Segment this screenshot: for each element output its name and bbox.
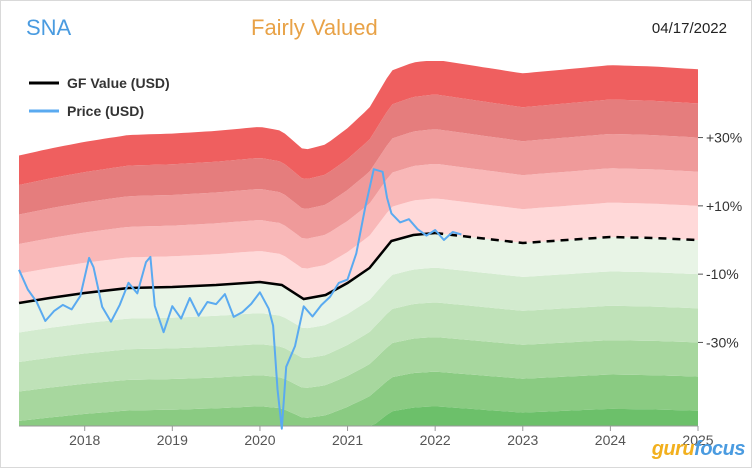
legend: GF Value (USD) Price (USD) xyxy=(29,75,170,119)
band--10-to-0 xyxy=(19,233,698,333)
valuation-bands xyxy=(19,61,698,426)
band--20-to--10 xyxy=(19,267,698,362)
price-line xyxy=(18,168,462,430)
band-10-to-20 xyxy=(19,164,698,274)
as-of-date: 04/17/2022 xyxy=(651,20,727,37)
band-label-30: +30% xyxy=(706,130,742,146)
band-20-to-30 xyxy=(19,129,698,244)
legend-label-price: Price (USD) xyxy=(67,103,144,119)
band-label-10: +10% xyxy=(706,198,742,214)
gurufocus-logo: gurufocus xyxy=(651,438,746,460)
x-tick-label-2019: 2019 xyxy=(157,432,188,448)
legend-label-gf-value: GF Value (USD) xyxy=(67,75,170,91)
band-labels: +30% +10% -10% -30% xyxy=(698,130,742,350)
x-tick-label-2021: 2021 xyxy=(332,432,363,448)
band-30-to-40 xyxy=(19,94,698,215)
ticker-title: SNA xyxy=(26,15,72,40)
x-axis: 2018 2019 2020 2021 2022 2023 2024 2025 xyxy=(19,425,714,448)
band-label--10: -10% xyxy=(706,266,739,282)
x-tick-label-2018: 2018 xyxy=(69,432,100,448)
band--30-to--20 xyxy=(19,302,698,392)
x-tick-label-2020: 2020 xyxy=(244,432,275,448)
gf-value-projected-line xyxy=(435,231,699,245)
band-floor xyxy=(19,406,698,426)
band--50-to--40 xyxy=(19,371,698,426)
band-label--30: -30% xyxy=(706,334,739,350)
valuation-verdict: Fairly Valued xyxy=(251,15,378,40)
x-tick-label-2023: 2023 xyxy=(507,432,538,448)
series-lines xyxy=(18,168,699,430)
band--40-to--30 xyxy=(19,337,698,421)
band-40-to-50 xyxy=(19,61,698,185)
x-tick-label-2024: 2024 xyxy=(595,432,626,448)
x-tick-label-2022: 2022 xyxy=(420,432,451,448)
x-tick-label-2025: 2025 xyxy=(682,432,713,448)
band-0-to-10 xyxy=(19,198,698,303)
